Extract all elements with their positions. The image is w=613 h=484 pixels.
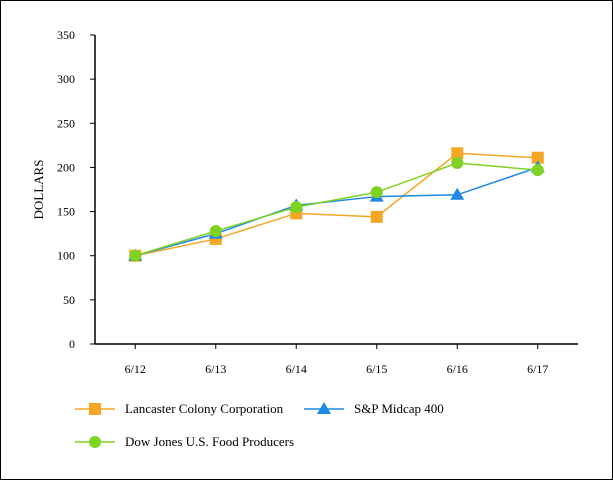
y-tick-label: 300 (57, 72, 75, 86)
data-point-square (531, 151, 544, 164)
data-point-circle (209, 224, 222, 237)
legend-label: S&P Midcap 400 (354, 401, 444, 416)
series-line-circle (135, 162, 538, 257)
x-tick-label: 6/17 (527, 362, 548, 376)
y-tick-label: 150 (57, 205, 75, 219)
x-tick-label: 6/16 (447, 362, 468, 376)
data-point-circle (370, 186, 383, 199)
y-tick-label: 200 (57, 160, 75, 174)
x-tick-label: 6/15 (366, 362, 387, 376)
legend: Lancaster Colony Corporation S&P Midcap 4… (75, 401, 444, 449)
y-tick-label: 0 (69, 337, 75, 351)
data-point-circle (451, 157, 464, 170)
series-line-triangle (135, 166, 538, 257)
series-layer (128, 147, 545, 262)
x-tick-labels: 6/12 6/13 6/14 6/15 6/16 6/17 (125, 362, 549, 376)
data-point-circle (290, 201, 303, 214)
legend-label: Dow Jones U.S. Food Producers (125, 434, 294, 449)
x-tick-label: 6/13 (205, 362, 226, 376)
x-tick-label: 6/12 (125, 362, 146, 376)
data-point-square (451, 147, 464, 160)
legend-marker-circle (89, 436, 101, 448)
series-line-square (135, 152, 538, 257)
axes (90, 34, 578, 349)
y-tick-label: 50 (63, 293, 75, 307)
legend-marker-square (89, 403, 101, 415)
data-point-circle (129, 249, 142, 262)
legend-marker-triangle (317, 402, 331, 414)
x-tick-label: 6/14 (286, 362, 307, 376)
legend-label: Lancaster Colony Corporation (125, 401, 284, 416)
y-tick-label: 350 (57, 28, 75, 42)
data-point-square (370, 210, 383, 223)
data-point-triangle (450, 187, 465, 200)
y-tick-label: 100 (57, 249, 75, 263)
y-tick-label: 250 (57, 116, 75, 130)
y-tick-labels: 0 50 100 150 200 250 300 350 (57, 28, 75, 351)
data-point-circle (531, 164, 544, 177)
y-axis-title: DOLLARS (31, 160, 46, 220)
